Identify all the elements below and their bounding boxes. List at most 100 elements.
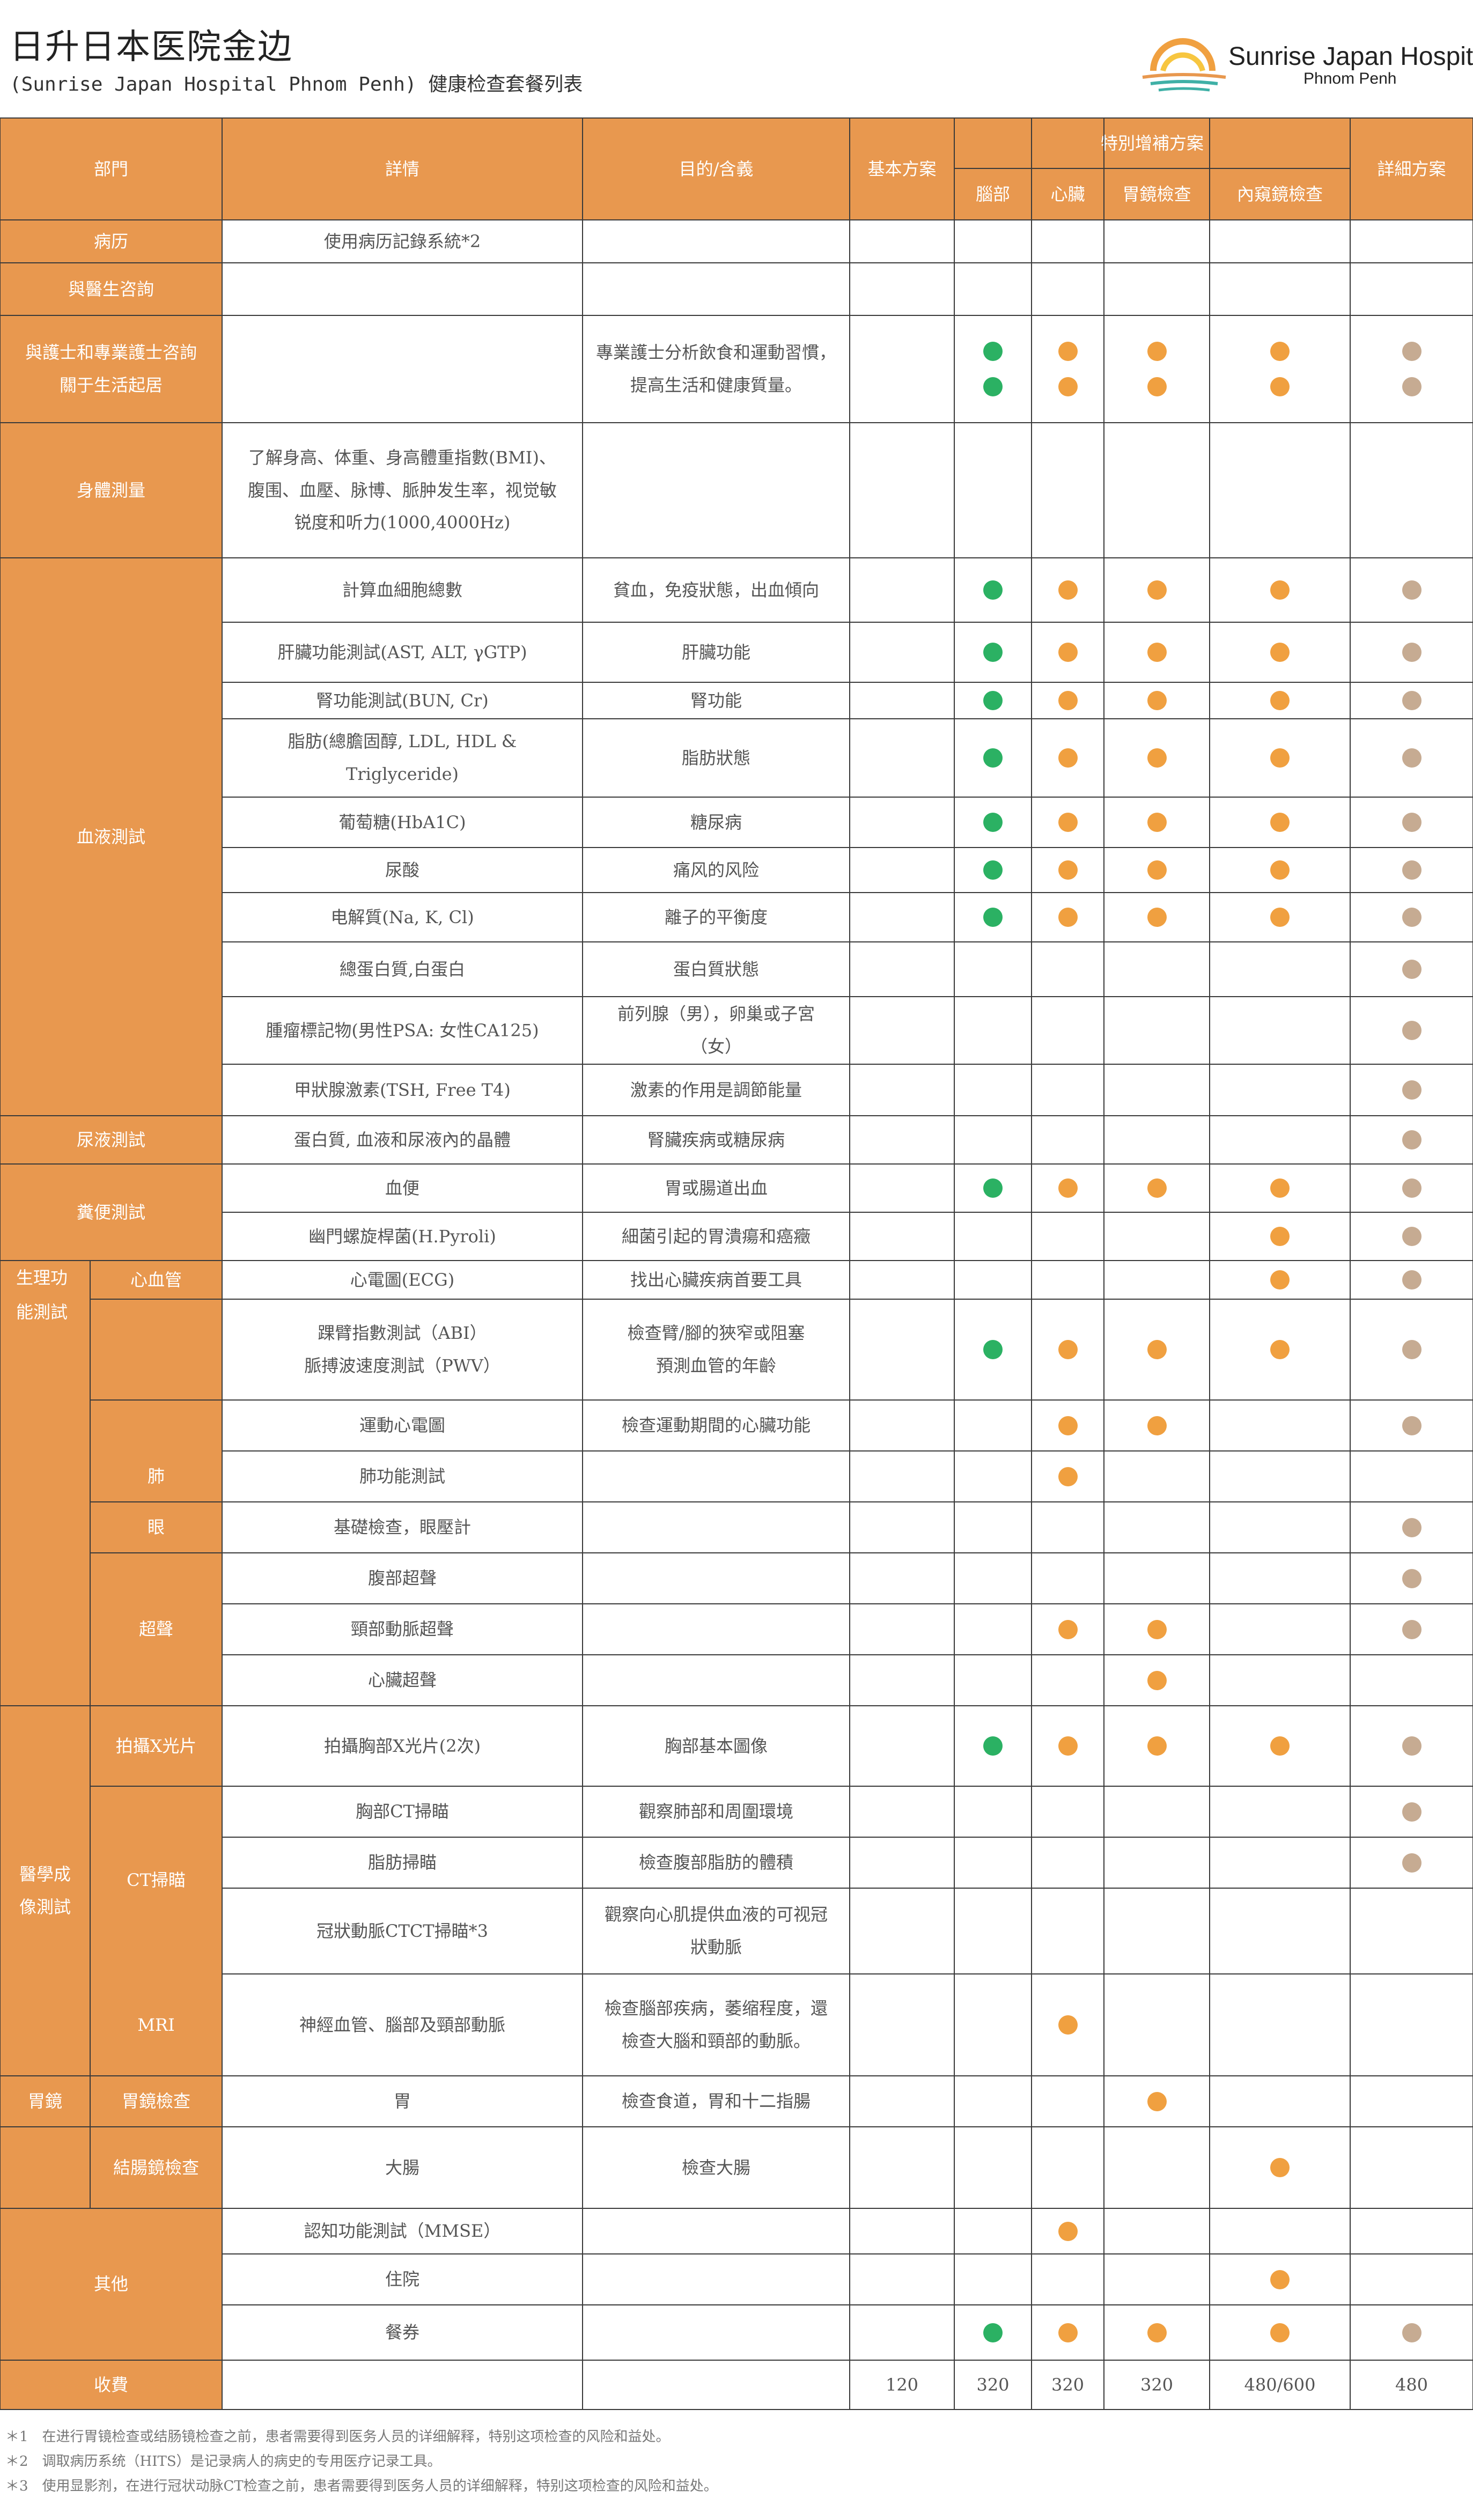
inclusion-dot	[1402, 643, 1422, 662]
grid-line	[0, 1115, 1473, 1116]
row-detail: 肝臟功能測試(AST, ALT, γGTP)	[222, 622, 583, 682]
row-purpose: 細菌引起的胃潰瘍和癌癥	[583, 1212, 850, 1261]
row-purpose: 貧血，免疫狀態，出血傾向	[583, 558, 850, 622]
inclusion-dot	[1402, 1802, 1422, 1822]
dept-colon: 結腸鏡檢查	[90, 2127, 222, 2208]
dept-ultrasound: 超聲	[90, 1553, 222, 1706]
inclusion-dot	[1147, 1178, 1167, 1198]
row-detail: 蛋白質, 血液和尿液內的晶體	[222, 1116, 583, 1164]
inclusion-dot	[1058, 1467, 1078, 1486]
inclusion-dot	[1147, 2323, 1167, 2342]
row-detail: 了解身高、体重、身高體重指數(BMI)、 腹围、血壓、脉博、脈肿发生率，视觉敏 …	[222, 423, 583, 558]
grid-line	[0, 2409, 1473, 2410]
row-purpose: 痛风的风险	[583, 848, 850, 893]
row-detail: 拍攝胸部X光片(2次)	[222, 1706, 583, 1786]
grid-line	[222, 718, 1473, 719]
inclusion-dot	[1147, 691, 1167, 710]
inclusion-dot	[1270, 1340, 1290, 1359]
row-detail: 神經血管、腦部及頸部動脈	[222, 1974, 583, 2076]
package-table: 部門 詳情 目的/含義 基本方案 特別增補方案 腦部 心臟 胃鏡檢查 內窺鏡檢查 詳細方案 病历 與醫…	[0, 117, 1473, 2410]
inclusion-dot	[1058, 1736, 1078, 1756]
inclusion-dot	[1147, 580, 1167, 600]
grid-line	[1350, 118, 1351, 2410]
grid-line	[222, 1450, 1473, 1451]
grid-line	[0, 557, 1473, 558]
row-purpose	[583, 1502, 850, 1553]
hospital-logo: Sunrise Japan Hospital Phnom Penh	[1137, 32, 1473, 102]
inclusion-dot	[1058, 580, 1078, 600]
row-purpose: 腎臟疾病或糖尿病	[583, 1116, 850, 1164]
inclusion-dot	[1402, 908, 1422, 927]
row-purpose	[583, 1553, 850, 1604]
inclusion-dot	[1058, 2015, 1078, 2035]
inclusion-dot	[983, 377, 1003, 397]
inclusion-dot	[1270, 1227, 1290, 1246]
row-detail: 使用病历記錄系統*2	[222, 220, 583, 263]
inclusion-dot	[1270, 813, 1290, 832]
inclusion-dot	[1402, 1080, 1422, 1100]
logo-subtext: Phnom Penh	[1303, 70, 1397, 87]
fee-heart: 320	[1032, 2360, 1104, 2410]
grid-line	[90, 1501, 1473, 1502]
inclusion-dot	[1147, 643, 1167, 662]
inclusion-dot	[1270, 580, 1290, 600]
row-detail: 運動心電圖	[222, 1400, 583, 1451]
row-purpose: 觀察肺部和周圍環境	[583, 1786, 850, 1837]
grid-line	[222, 118, 223, 2410]
row-detail: 血便	[222, 1164, 583, 1212]
inclusion-dot	[1270, 748, 1290, 768]
row-purpose: 檢查臂/腳的狹窄或阻塞 預測血管的年齡	[583, 1299, 850, 1400]
logo-text: Sunrise Japan Hospital	[1228, 42, 1473, 71]
grid-line	[0, 2126, 1473, 2127]
header-special: 特別增補方案	[954, 118, 1350, 168]
footnotes: ＊1 在进行胃镜检查或结肠镜检查之前，患者需要得到医务人员的详细解释，特别这项检…	[5, 2425, 718, 2499]
row-purpose	[583, 1655, 850, 1706]
row-detail: 計算血細胞總數	[222, 558, 583, 622]
inclusion-dot	[1402, 860, 1422, 880]
header-endo: 內窺鏡檢查	[1210, 168, 1350, 220]
row-detail: 胃	[222, 2076, 583, 2127]
row-purpose	[583, 220, 850, 263]
row-purpose: 激素的作用是調節能量	[583, 1064, 850, 1116]
row-purpose: 檢查食道，胃和十二指腸	[583, 2076, 850, 2127]
inclusion-dot	[983, 580, 1003, 600]
row-purpose: 觀察向心肌提供血液的可视冠 狀動脈	[583, 1888, 850, 1974]
header-purpose: 目的/含義	[583, 118, 850, 220]
row-purpose: 肝臟功能	[583, 622, 850, 682]
grid-line	[222, 1603, 1473, 1604]
dept-colon-blank	[0, 2127, 90, 2208]
grid-line	[222, 1888, 1473, 1889]
inclusion-dot	[1402, 960, 1422, 979]
inclusion-dot	[983, 1736, 1003, 1756]
inclusion-dot	[1058, 1416, 1078, 1435]
grid-line	[222, 1654, 1473, 1655]
grid-line	[0, 2075, 1473, 2076]
dept-xray: 拍攝X光片	[90, 1706, 222, 1786]
grid-line	[1209, 168, 1210, 2410]
inclusion-dot	[1270, 377, 1290, 397]
inclusion-dot	[1270, 2270, 1290, 2289]
inclusion-dot	[983, 341, 1003, 361]
row-purpose: 胃或腸道出血	[583, 1164, 850, 1212]
grid-line	[222, 2304, 1473, 2305]
row-purpose: 糖尿病	[583, 797, 850, 848]
dept-cardio: 心血管	[90, 1261, 222, 1299]
inclusion-dot	[1147, 1670, 1167, 1690]
inclusion-dot	[1402, 1270, 1422, 1290]
dept-imaging-line: 醫學成	[19, 1864, 71, 1885]
row-purpose: 檢查腹部脂肪的體積	[583, 1837, 850, 1888]
inclusion-dot	[1270, 1178, 1290, 1198]
inclusion-dot	[1147, 908, 1167, 927]
grid-line	[222, 2253, 1473, 2254]
row-detail: 基礎檢查，眼壓計	[222, 1502, 583, 1553]
dept-nurse-line: 關于生活起居	[59, 375, 163, 395]
row-detail: 幽門螺旋桿菌(H.Pyroli)	[222, 1212, 583, 1261]
inclusion-dot	[1402, 813, 1422, 832]
inclusion-dot	[1402, 1517, 1422, 1537]
footnote: ＊2 调取病历系统（HITS）是记录病人的病史的专用医疗记录工具。	[5, 2453, 441, 2470]
row-detail: 心電圖(ECG)	[222, 1261, 583, 1299]
dept-blood: 血液測試	[0, 558, 222, 1116]
row-purpose	[583, 2305, 850, 2360]
dept-imaging-line: 像測試	[19, 1897, 71, 1917]
row-purpose: 離子的平衡度	[583, 893, 850, 942]
